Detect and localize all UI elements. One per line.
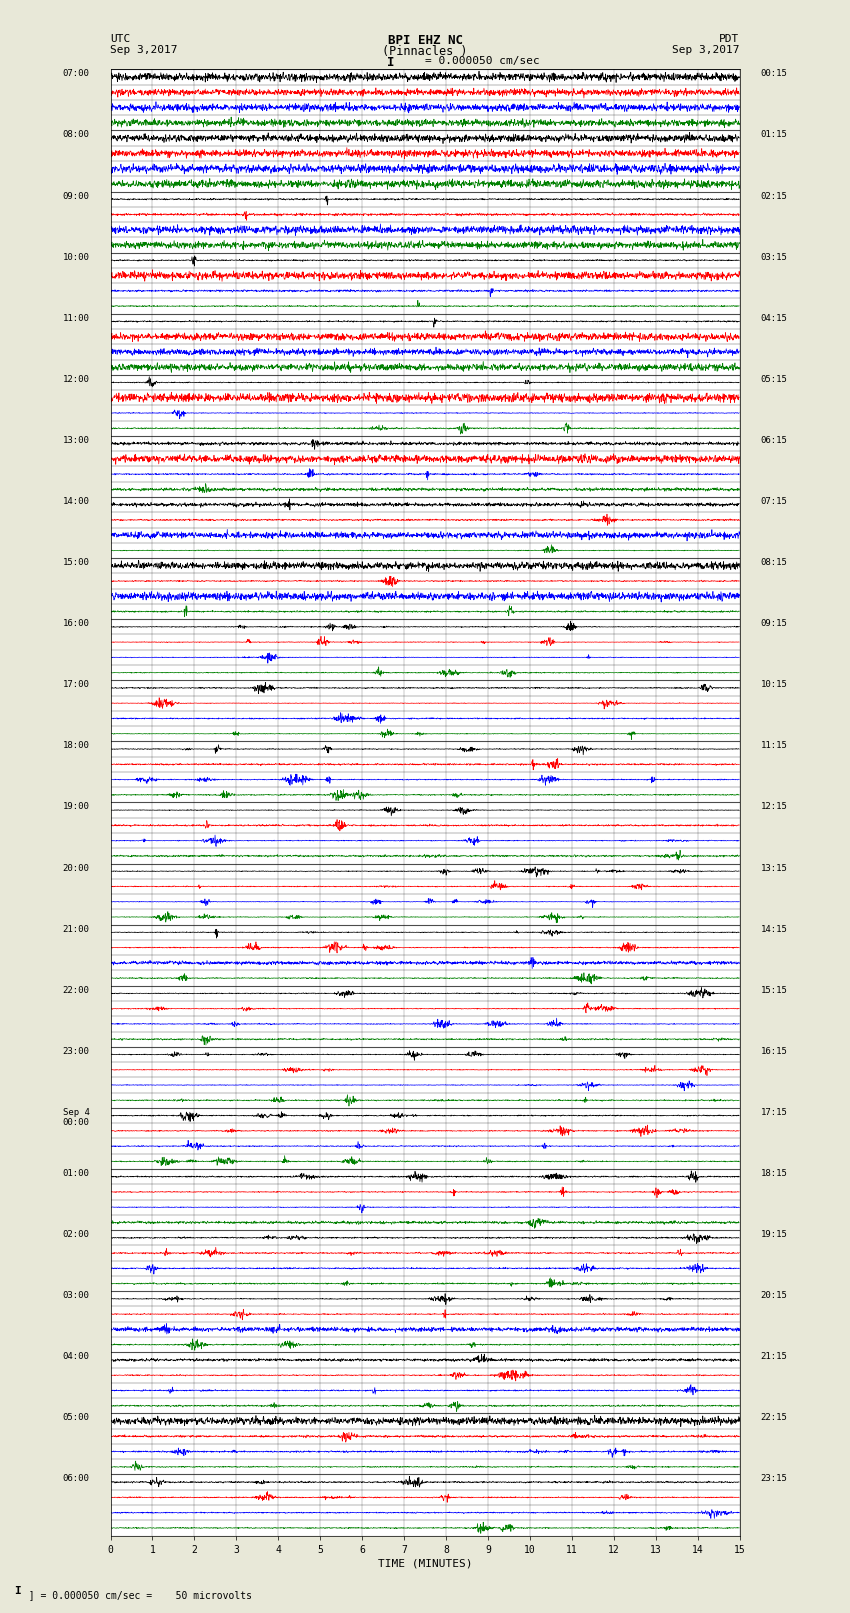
Text: 23:15: 23:15 — [761, 1474, 787, 1484]
Text: 05:00: 05:00 — [63, 1413, 89, 1423]
Text: 15:00: 15:00 — [63, 558, 89, 568]
Text: (Pinnacles ): (Pinnacles ) — [382, 45, 468, 58]
Text: Sep 3,2017: Sep 3,2017 — [110, 45, 178, 55]
Text: 16:00: 16:00 — [63, 619, 89, 627]
Text: 08:00: 08:00 — [63, 131, 89, 139]
Text: = 0.000050 cm/sec: = 0.000050 cm/sec — [425, 56, 540, 66]
Text: 00:15: 00:15 — [761, 69, 787, 79]
Text: 19:15: 19:15 — [761, 1231, 787, 1239]
Text: 10:15: 10:15 — [761, 681, 787, 689]
Text: 02:15: 02:15 — [761, 192, 787, 200]
Text: 13:00: 13:00 — [63, 436, 89, 445]
Text: 21:15: 21:15 — [761, 1352, 787, 1361]
Text: Sep 3,2017: Sep 3,2017 — [672, 45, 740, 55]
Text: 05:15: 05:15 — [761, 374, 787, 384]
Text: 12:00: 12:00 — [63, 374, 89, 384]
Text: 22:00: 22:00 — [63, 986, 89, 995]
Text: 22:15: 22:15 — [761, 1413, 787, 1423]
Text: UTC: UTC — [110, 34, 131, 44]
Text: PDT: PDT — [719, 34, 740, 44]
Text: 17:15: 17:15 — [761, 1108, 787, 1116]
Text: 12:15: 12:15 — [761, 803, 787, 811]
Text: 04:15: 04:15 — [761, 315, 787, 323]
Text: 11:15: 11:15 — [761, 742, 787, 750]
Text: 01:15: 01:15 — [761, 131, 787, 139]
Text: 09:15: 09:15 — [761, 619, 787, 627]
Text: 06:00: 06:00 — [63, 1474, 89, 1484]
Text: 07:15: 07:15 — [761, 497, 787, 506]
Text: 18:00: 18:00 — [63, 742, 89, 750]
Text: 07:00: 07:00 — [63, 69, 89, 79]
Text: I: I — [388, 56, 394, 69]
Text: 03:15: 03:15 — [761, 253, 787, 261]
X-axis label: TIME (MINUTES): TIME (MINUTES) — [377, 1558, 473, 1569]
Text: 23:00: 23:00 — [63, 1047, 89, 1057]
Text: 20:00: 20:00 — [63, 863, 89, 873]
Text: 21:00: 21:00 — [63, 924, 89, 934]
Text: 09:00: 09:00 — [63, 192, 89, 200]
Text: BPI EHZ NC: BPI EHZ NC — [388, 34, 462, 47]
Text: 15:15: 15:15 — [761, 986, 787, 995]
Text: 20:15: 20:15 — [761, 1290, 787, 1300]
Text: 04:00: 04:00 — [63, 1352, 89, 1361]
Text: Sep 4
00:00: Sep 4 00:00 — [63, 1108, 89, 1127]
Text: 10:00: 10:00 — [63, 253, 89, 261]
Text: 14:15: 14:15 — [761, 924, 787, 934]
Text: 17:00: 17:00 — [63, 681, 89, 689]
Text: 14:00: 14:00 — [63, 497, 89, 506]
Text: 16:15: 16:15 — [761, 1047, 787, 1057]
Text: 01:00: 01:00 — [63, 1169, 89, 1177]
Text: 13:15: 13:15 — [761, 863, 787, 873]
Text: 11:00: 11:00 — [63, 315, 89, 323]
Text: 18:15: 18:15 — [761, 1169, 787, 1177]
Text: 02:00: 02:00 — [63, 1231, 89, 1239]
Text: ] = 0.000050 cm/sec =    50 microvolts: ] = 0.000050 cm/sec = 50 microvolts — [17, 1590, 252, 1600]
Text: 08:15: 08:15 — [761, 558, 787, 568]
Text: 19:00: 19:00 — [63, 803, 89, 811]
Text: 03:00: 03:00 — [63, 1290, 89, 1300]
Text: I: I — [14, 1586, 21, 1597]
Text: 06:15: 06:15 — [761, 436, 787, 445]
